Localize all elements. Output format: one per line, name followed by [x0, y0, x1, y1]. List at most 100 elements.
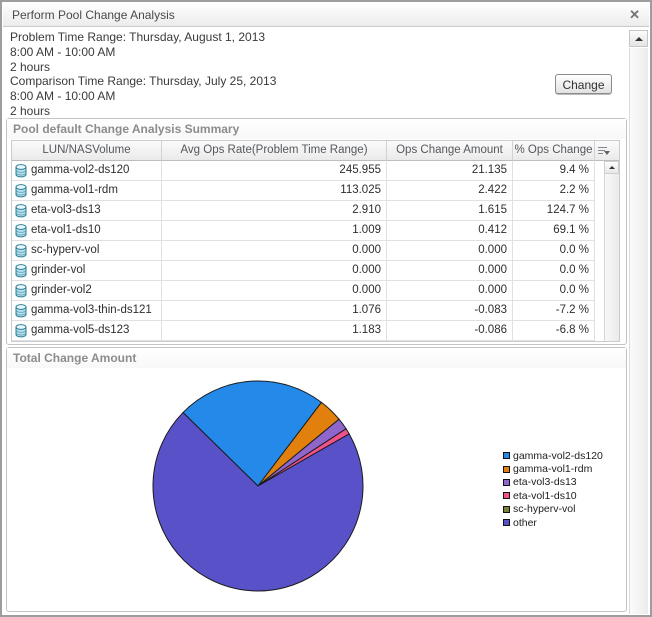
legend-color-chip	[503, 505, 510, 513]
problem-time-range: Problem Time Range: Thursday, August 1, …	[10, 30, 266, 44]
cell-avg-ops-rate: 1.009	[162, 221, 387, 240]
cell-ops-change-amount: 0.412	[387, 221, 513, 240]
table-row[interactable]: gamma-vol3-thin-ds121 1.076 -0.083 -7.2 %	[12, 301, 595, 321]
table-row[interactable]: gamma-vol1-rdm 113.025 2.422 2.2 %	[12, 181, 595, 201]
total-change-panel-title: Total Change Amount	[7, 348, 626, 368]
pie-legend: gamma-vol2-ds120 gamma-vol1-rdm eta-vol3-d…	[503, 449, 603, 529]
column-chooser-button[interactable]	[595, 141, 619, 161]
cell-lun-name: sc-hyperv-vol	[12, 241, 162, 260]
cell-lun-name: eta-vol1-ds10	[12, 221, 162, 240]
column-header-lun-nasvolume[interactable]: LUN/NASVolume	[12, 141, 162, 161]
grid-scroll-up-button[interactable]	[604, 161, 619, 174]
cell-avg-ops-rate: 113.025	[162, 181, 387, 200]
table-row[interactable]: sc-hyperv-vol 0.000 0.000 0.0 %	[12, 241, 595, 261]
cell-lun-name: eta-vol3-ds13	[12, 201, 162, 220]
lun-name-label: eta-vol3-ds13	[31, 204, 101, 216]
window-scroll-up-button[interactable]	[629, 30, 648, 47]
cell-pct-ops-change: 0.0 %	[513, 261, 595, 280]
cell-lun-name: grinder-vol2	[12, 281, 162, 300]
lun-name-label: gamma-vol1-rdm	[31, 184, 118, 196]
cell-lun-name: gamma-vol3-thin-ds121	[12, 301, 162, 320]
column-header-avg-ops-rate[interactable]: Avg Ops Rate(Problem Time Range)	[162, 141, 387, 161]
cell-ops-change-amount: -0.083	[387, 301, 513, 320]
cell-lun-name: gamma-vol2-ds120	[12, 161, 162, 180]
cell-lun-name: gamma-vol1-rdm	[12, 181, 162, 200]
legend-label: other	[513, 516, 537, 529]
cell-pct-ops-change: -7.2 %	[513, 301, 595, 320]
column-chooser-icon	[598, 146, 610, 156]
cell-pct-ops-change: 9.4 %	[513, 161, 595, 180]
legend-label: eta-vol1-ds10	[513, 489, 577, 502]
cell-pct-ops-change: 0.0 %	[513, 281, 595, 300]
cell-ops-change-amount: 0.000	[387, 281, 513, 300]
cell-ops-change-amount: 21.135	[387, 161, 513, 180]
time-range-info: Problem Time Range: Thursday, August 1, …	[10, 30, 276, 119]
problem-time-span: 8:00 AM - 10:00 AM	[10, 44, 116, 59]
legend-color-chip	[503, 465, 510, 473]
legend-item: eta-vol1-ds10	[503, 489, 603, 502]
summary-panel-title: Pool default Change Analysis Summary	[7, 119, 626, 139]
cell-avg-ops-rate: 245.955	[162, 161, 387, 180]
table-row[interactable]: eta-vol3-ds13 2.910 1.615 124.7 %	[12, 201, 595, 221]
cell-pct-ops-change: 69.1 %	[513, 221, 595, 240]
close-icon[interactable]: ✕	[629, 7, 640, 22]
total-change-panel: Total Change Amount gamma-vol2-ds120 gamm…	[6, 347, 627, 612]
cell-ops-change-amount: 1.615	[387, 201, 513, 220]
table-row[interactable]: grinder-vol2 0.000 0.000 0.0 %	[12, 281, 595, 301]
legend-label: gamma-vol1-rdm	[513, 463, 593, 476]
legend-label: gamma-vol2-ds120	[513, 449, 603, 462]
legend-color-chip	[503, 452, 510, 460]
legend-item: sc-hyperv-vol	[503, 503, 603, 516]
comparison-time-span: 8:00 AM - 10:00 AM	[10, 89, 116, 104]
legend-label: eta-vol3-ds13	[513, 476, 577, 489]
volume-db-icon	[15, 224, 27, 238]
change-button[interactable]: Change	[555, 74, 612, 94]
arrow-up-icon	[608, 166, 615, 169]
table-row[interactable]: grinder-vol 0.000 0.000 0.0 %	[12, 261, 595, 281]
column-header-pct-ops-change[interactable]: % Ops Change	[513, 141, 595, 161]
legend-color-chip	[503, 478, 510, 486]
column-header-ops-change-amount[interactable]: Ops Change Amount	[387, 141, 513, 161]
table-row[interactable]: eta-vol1-ds10 1.009 0.412 69.1 %	[12, 221, 595, 241]
volume-db-icon	[15, 244, 27, 258]
legend-color-chip	[503, 492, 510, 500]
legend-item: eta-vol3-ds13	[503, 476, 603, 489]
cell-pct-ops-change: 0.0 %	[513, 241, 595, 260]
volume-db-icon	[15, 304, 27, 318]
grid-header-row: LUN/NASVolume Avg Ops Rate(Problem Time …	[12, 141, 619, 161]
pie-slice-gamma-vol2-ds120	[182, 380, 323, 487]
window-scrollbar-track[interactable]	[629, 48, 648, 614]
cell-ops-change-amount: 0.000	[387, 261, 513, 280]
volume-db-icon	[15, 164, 27, 178]
total-change-pie-chart	[152, 380, 364, 592]
legend-item: gamma-vol2-ds120	[503, 449, 603, 462]
title-bar: Perform Pool Change Analysis ✕	[3, 3, 649, 27]
lun-name-label: eta-vol1-ds10	[31, 224, 101, 236]
cell-avg-ops-rate: 0.000	[162, 281, 387, 300]
window-scrollbar	[628, 29, 649, 614]
cell-lun-name: gamma-vol5-ds123	[12, 321, 162, 340]
cell-avg-ops-rate: 1.183	[162, 321, 387, 340]
volume-db-icon	[15, 184, 27, 198]
lun-name-label: gamma-vol5-ds123	[31, 324, 130, 336]
table-row[interactable]: gamma-vol2-ds120 245.955 21.135 9.4 %	[12, 161, 595, 181]
cell-pct-ops-change: 2.2 %	[513, 181, 595, 200]
cell-avg-ops-rate: 0.000	[162, 241, 387, 260]
problem-duration: 2 hours	[10, 59, 51, 74]
table-row[interactable]: gamma-vol5-ds123 1.183 -0.086 -6.8 %	[12, 321, 595, 341]
cell-ops-change-amount: 0.000	[387, 241, 513, 260]
volume-db-icon	[15, 204, 27, 218]
grid-scrollbar	[595, 161, 619, 341]
comparison-duration: 2 hours	[10, 103, 51, 118]
cell-avg-ops-rate: 2.910	[162, 201, 387, 220]
volume-db-icon	[15, 264, 27, 278]
grid-scrollbar-track[interactable]	[604, 161, 619, 341]
volume-db-icon	[15, 284, 27, 298]
legend-color-chip	[503, 519, 510, 527]
cell-avg-ops-rate: 1.076	[162, 301, 387, 320]
lun-name-label: grinder-vol2	[31, 284, 92, 296]
cell-pct-ops-change: -6.8 %	[513, 321, 595, 340]
lun-name-label: grinder-vol	[31, 264, 86, 276]
grid-rows: gamma-vol2-ds120 245.955 21.135 9.4 % gamma-…	[12, 161, 595, 341]
